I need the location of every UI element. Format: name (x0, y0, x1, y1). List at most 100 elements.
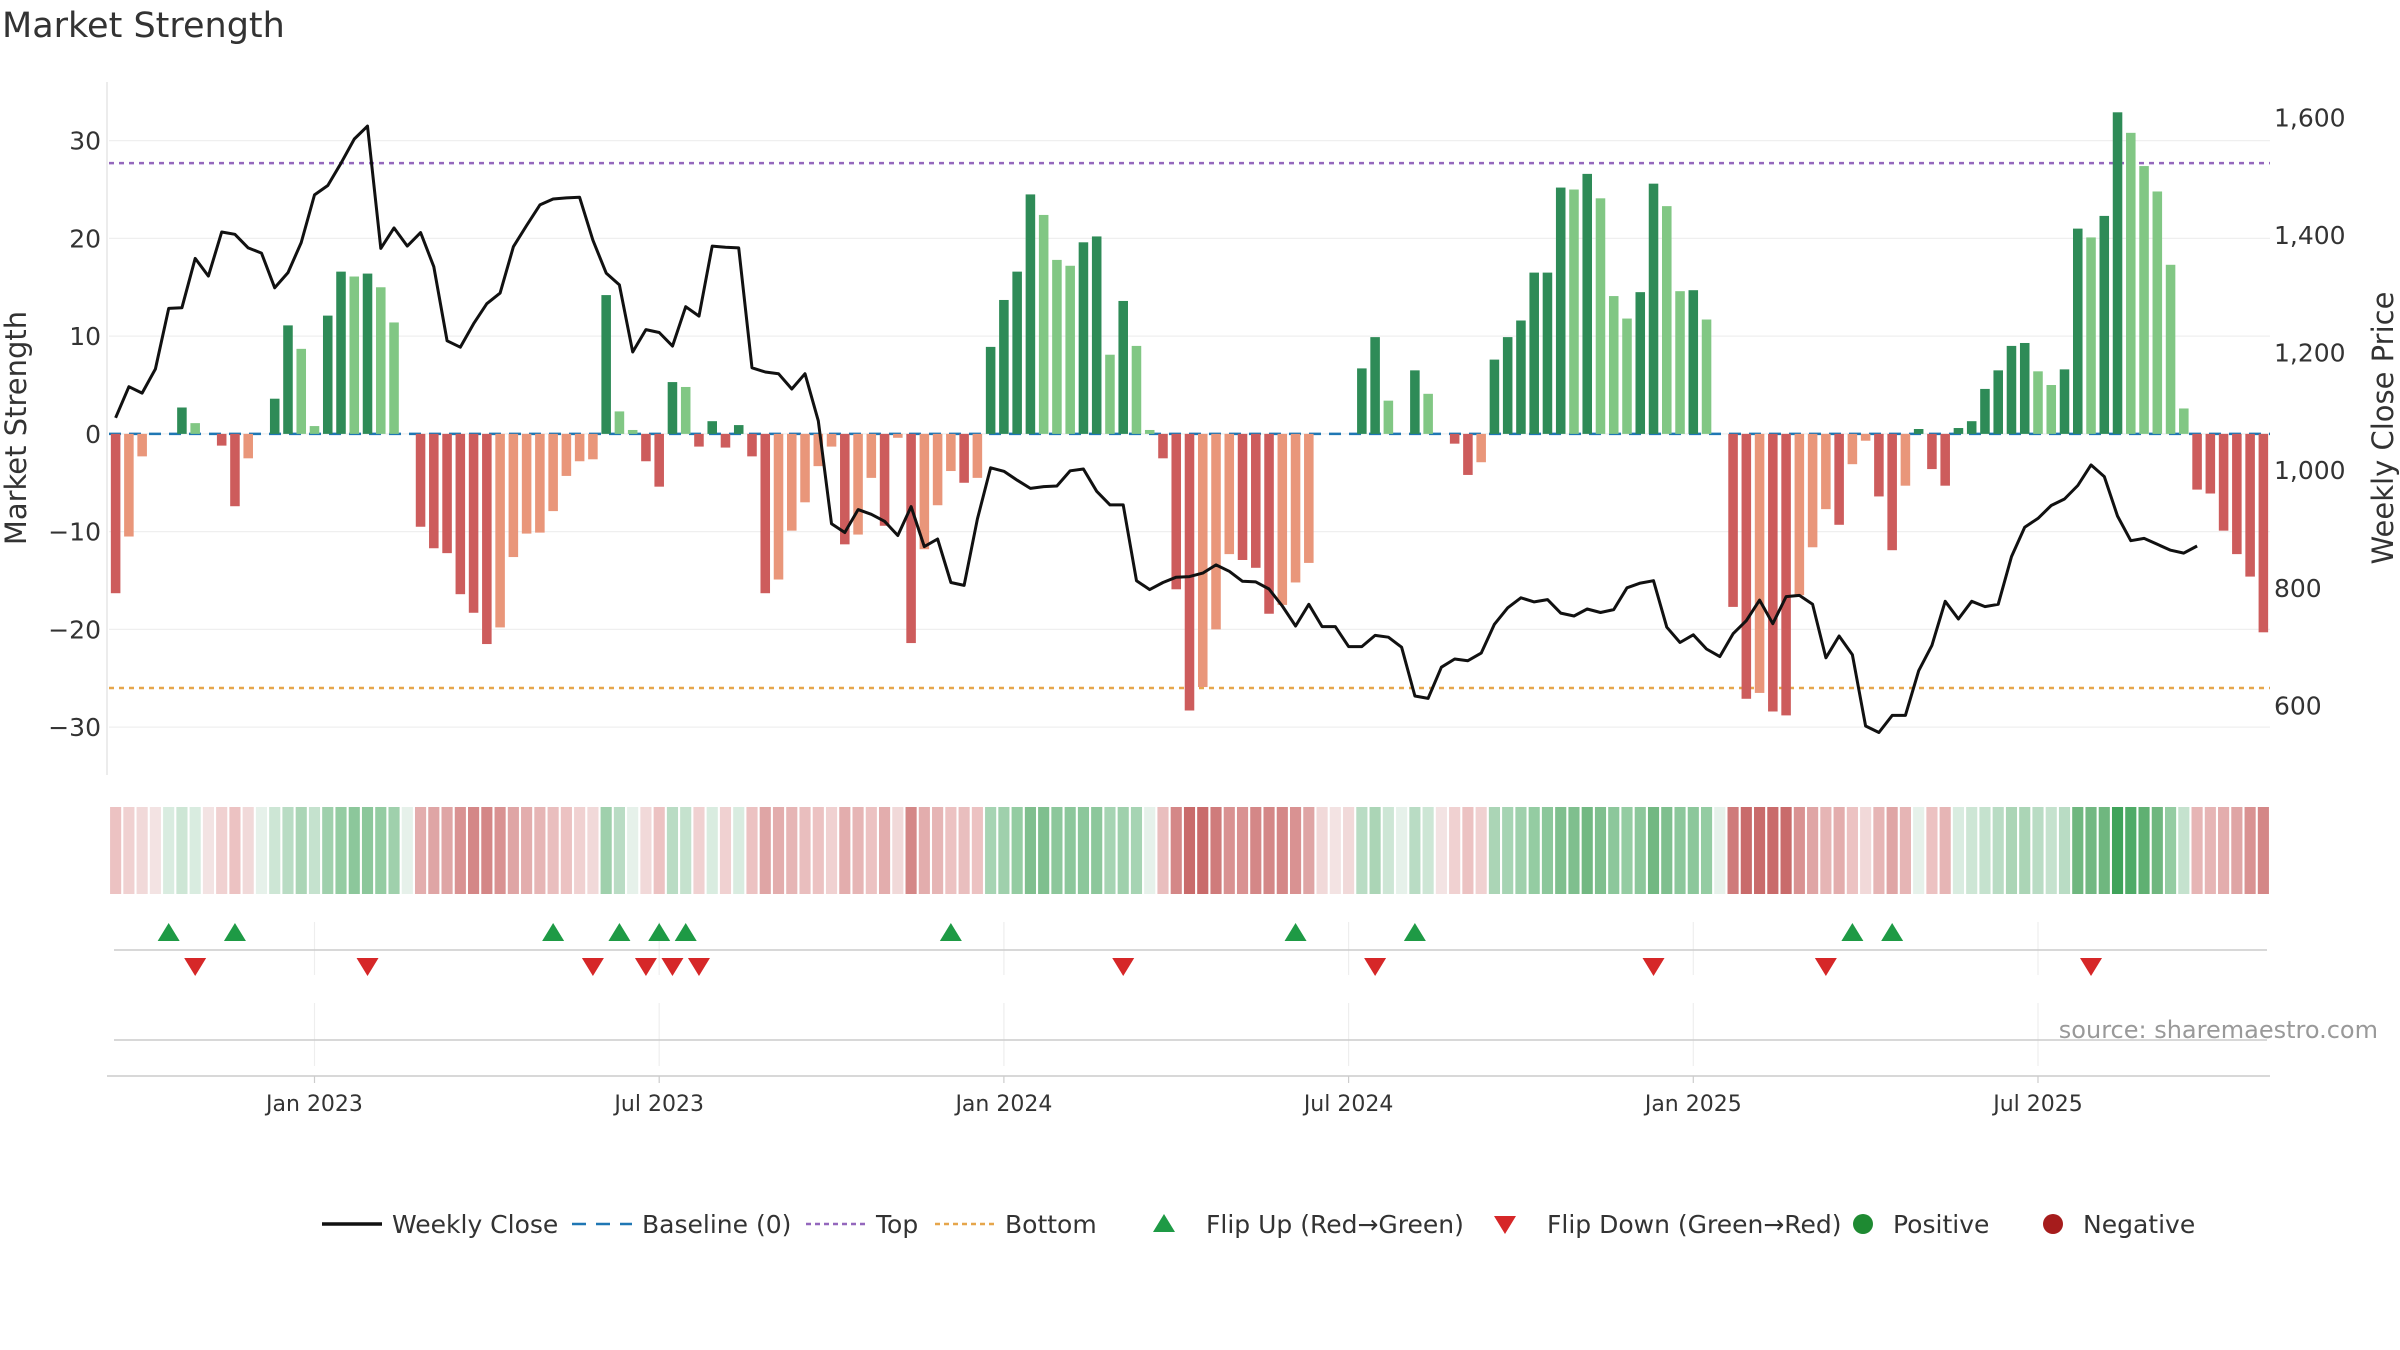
strength-bar (1622, 318, 1632, 434)
strength-bar (1953, 428, 1964, 434)
strength-bar (1516, 320, 1526, 434)
strength-bar (826, 433, 837, 447)
strength-bar (1582, 173, 1593, 434)
regime-cell (918, 807, 930, 894)
y-tick-label: −10 (48, 518, 101, 547)
strength-bar (1940, 433, 1950, 486)
regime-cell (1740, 807, 1752, 894)
regime-cell (494, 807, 506, 894)
regime-cell (1409, 807, 1421, 894)
y2-tick-label: 1,200 (2274, 339, 2346, 368)
strength-bar (1608, 296, 1619, 434)
regime-cell (1767, 807, 1779, 894)
regime-cell (428, 807, 440, 894)
strength-bar (442, 433, 452, 554)
strength-bar (1025, 194, 1036, 434)
strength-bar (2059, 369, 2070, 434)
regime-cell (2072, 807, 2084, 894)
flip-up-marker (648, 923, 671, 941)
regime-cell (1064, 807, 1076, 894)
strength-bar (455, 433, 466, 595)
regime-cell (1223, 807, 1235, 894)
regime-cell (746, 807, 758, 894)
flip-down-marker (1364, 958, 1387, 976)
y-tick-label: −30 (48, 713, 101, 742)
regime-cell (308, 807, 321, 894)
regime-cell (733, 807, 745, 894)
regime-cell (176, 807, 188, 894)
strength-bar (574, 433, 585, 462)
strength-bar (760, 433, 771, 594)
regime-cell (2218, 807, 2230, 894)
regime-cell (348, 807, 360, 894)
strength-bar (1993, 370, 2003, 434)
strength-bars (110, 112, 2269, 716)
regime-cell (149, 807, 161, 894)
strength-bar (561, 433, 572, 476)
strength-bar (1463, 433, 1473, 475)
regime-cell (892, 807, 904, 894)
y2-tick-label: 1,400 (2274, 221, 2346, 250)
y2-tick-label: 1,600 (2274, 103, 2346, 132)
strength-bar (1847, 433, 1858, 465)
strength-bar (1980, 388, 1990, 434)
regime-cell (1926, 807, 1938, 894)
regime-cell (2178, 807, 2190, 894)
regime-cell (2005, 807, 2018, 894)
strength-bar (946, 433, 956, 472)
flip-up-marker (608, 923, 631, 941)
strength-bar (1675, 291, 1685, 434)
y-tick-label: 30 (69, 127, 101, 156)
regime-cell (1992, 807, 2004, 894)
strength-bar (2072, 228, 2083, 434)
strength-bar (1476, 433, 1486, 463)
flip-down-marker (687, 958, 710, 976)
regime-cell (852, 807, 864, 894)
strength-bar (1078, 242, 1089, 434)
regime-cell (1091, 807, 1103, 894)
regime-cell (1647, 807, 1660, 894)
strength-bar (641, 433, 651, 462)
strength-bar (243, 433, 253, 459)
strength-bar (1052, 259, 1062, 434)
regime-cell (932, 807, 944, 894)
regime-cell (414, 807, 427, 894)
flip-markers (157, 923, 2103, 976)
regime-cell (454, 807, 466, 894)
regime-cell (1860, 807, 1872, 894)
regime-cell (1475, 807, 1487, 894)
regime-cell (574, 807, 586, 894)
strength-bar (879, 433, 890, 526)
regime-cell (1528, 807, 1540, 894)
regime-cell (1303, 807, 1315, 894)
regime-cell (1369, 807, 1381, 894)
strength-bar (1794, 433, 1805, 596)
regime-cell (1634, 807, 1646, 894)
regime-cell (481, 807, 493, 894)
regime-cell (985, 807, 997, 894)
strength-bar (1741, 433, 1752, 699)
y2-tick-label: 600 (2274, 691, 2322, 720)
strength-bar (137, 433, 147, 457)
regime-cell (110, 807, 122, 894)
strength-bar (985, 346, 996, 434)
strength-bar (429, 433, 439, 549)
legend-label: Top (875, 1210, 918, 1239)
regime-cell (627, 807, 639, 894)
regime-cell (2111, 807, 2124, 894)
regime-cell (1687, 807, 1699, 894)
strength-bar (2033, 371, 2043, 434)
regime-cell (1581, 807, 1593, 894)
regime-cell (905, 807, 917, 894)
strength-bar (1158, 433, 1168, 459)
flip-down-marker (2080, 958, 2103, 976)
strength-bar (1290, 433, 1301, 583)
regime-cell (1754, 807, 1766, 894)
strength-bar (1834, 433, 1844, 525)
strength-bar (2006, 345, 2017, 434)
regime-cell (1793, 807, 1805, 894)
weekly-close-line (114, 124, 2198, 734)
strength-bar (110, 433, 121, 594)
strength-bar (1688, 290, 1699, 434)
legend-flip-up-swatch (1153, 1214, 1175, 1232)
